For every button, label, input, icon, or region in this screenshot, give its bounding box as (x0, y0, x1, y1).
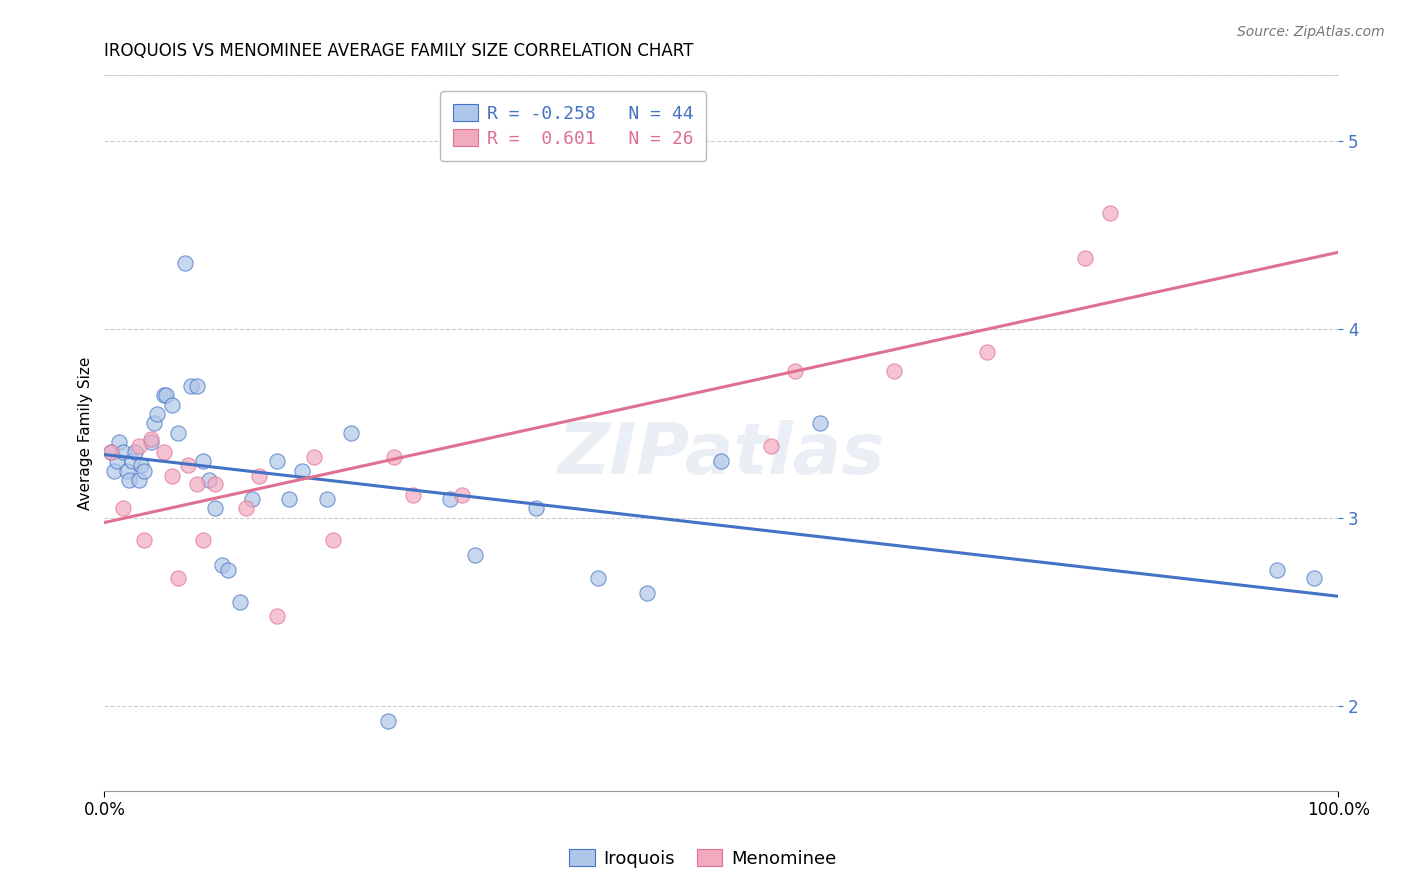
Point (167, 571, 190, 585)
Legend: R = -0.258   N = 44, R =  0.601   N = 26: R = -0.258 N = 44, R = 0.601 N = 26 (440, 91, 706, 161)
Point (167, 425, 190, 440)
Point (142, 417, 165, 431)
Point (247, 469, 270, 483)
Point (235, 501, 257, 516)
Point (118, 473, 141, 487)
Point (315, 491, 337, 506)
Point (1099, 205, 1122, 219)
Point (162, 398, 184, 412)
Point (180, 379, 202, 393)
Point (132, 533, 155, 548)
Point (128, 473, 150, 487)
Point (100, 444, 122, 458)
Point (186, 476, 208, 491)
Point (146, 407, 169, 421)
Point (439, 491, 461, 506)
Point (100, 444, 122, 458)
Point (883, 364, 905, 378)
Point (173, 256, 195, 270)
Y-axis label: Average Family Size: Average Family Size (79, 356, 93, 509)
Point (976, 345, 998, 359)
Point (103, 464, 125, 478)
Point (141, 435, 163, 450)
Point (162, 469, 184, 483)
Point (128, 439, 150, 453)
Legend: Iroquois, Menominee: Iroquois, Menominee (558, 838, 848, 879)
Point (377, 714, 399, 728)
Text: Source: ZipAtlas.com: Source: ZipAtlas.com (1237, 25, 1385, 39)
Point (302, 450, 325, 465)
Point (141, 432, 163, 446)
Point (131, 458, 153, 472)
Point (152, 444, 174, 458)
Point (229, 595, 252, 609)
Point (340, 425, 363, 440)
Point (198, 473, 221, 487)
Text: IROQUOIS VS MENOMINEE AVERAGE FAMILY SIZE CORRELATION CHART: IROQUOIS VS MENOMINEE AVERAGE FAMILY SIZ… (104, 42, 693, 60)
Point (152, 388, 174, 402)
Text: ZIPatlas: ZIPatlas (558, 420, 886, 489)
Point (1302, 571, 1324, 585)
Point (191, 454, 214, 468)
Point (266, 608, 288, 623)
Point (177, 458, 200, 472)
Point (808, 417, 831, 431)
Point (111, 444, 134, 458)
Point (759, 439, 782, 453)
Point (636, 586, 658, 600)
Point (464, 549, 486, 563)
Point (242, 491, 264, 506)
Point (124, 444, 146, 458)
Point (204, 476, 226, 491)
Point (586, 571, 609, 585)
Point (186, 379, 208, 393)
Point (785, 364, 807, 378)
Point (115, 464, 138, 478)
Point (204, 501, 226, 516)
Point (402, 488, 425, 502)
Point (108, 435, 131, 450)
Point (191, 533, 214, 548)
Point (710, 454, 733, 468)
Point (105, 454, 128, 468)
Point (451, 488, 474, 502)
Point (217, 563, 239, 577)
Point (111, 501, 134, 516)
Point (211, 558, 233, 572)
Point (121, 454, 143, 468)
Point (1265, 563, 1288, 577)
Point (524, 501, 547, 516)
Point (1074, 251, 1097, 265)
Point (382, 450, 405, 465)
Point (132, 464, 155, 478)
Point (278, 491, 301, 506)
Point (322, 533, 344, 548)
Point (266, 454, 288, 468)
Point (291, 464, 314, 478)
Point (155, 388, 177, 402)
